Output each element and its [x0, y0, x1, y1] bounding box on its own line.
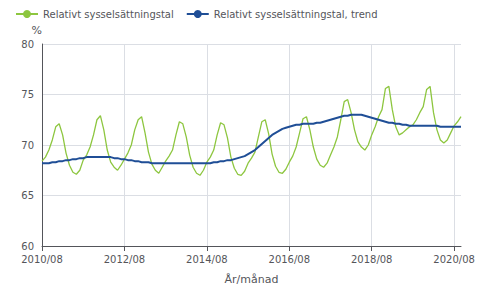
svg-text:Relativt sysselsättningstal: Relativt sysselsättningstal — [43, 9, 174, 20]
svg-text:2010/08: 2010/08 — [21, 254, 63, 265]
svg-text:75: 75 — [21, 89, 34, 100]
svg-text:70: 70 — [21, 140, 34, 151]
svg-text:60: 60 — [21, 241, 34, 252]
svg-text:Relativt sysselsättningstal, t: Relativt sysselsättningstal, trend — [214, 9, 378, 20]
svg-text:År/månad: År/månad — [225, 273, 279, 286]
svg-text:2018/08: 2018/08 — [351, 254, 393, 265]
svg-text:2020/08: 2020/08 — [433, 254, 475, 265]
svg-text:2012/08: 2012/08 — [104, 254, 146, 265]
svg-text:65: 65 — [21, 190, 34, 201]
svg-text:80: 80 — [21, 39, 34, 50]
svg-text:2014/08: 2014/08 — [186, 254, 228, 265]
svg-text:2016/08: 2016/08 — [269, 254, 311, 265]
svg-text:%: % — [32, 24, 42, 37]
